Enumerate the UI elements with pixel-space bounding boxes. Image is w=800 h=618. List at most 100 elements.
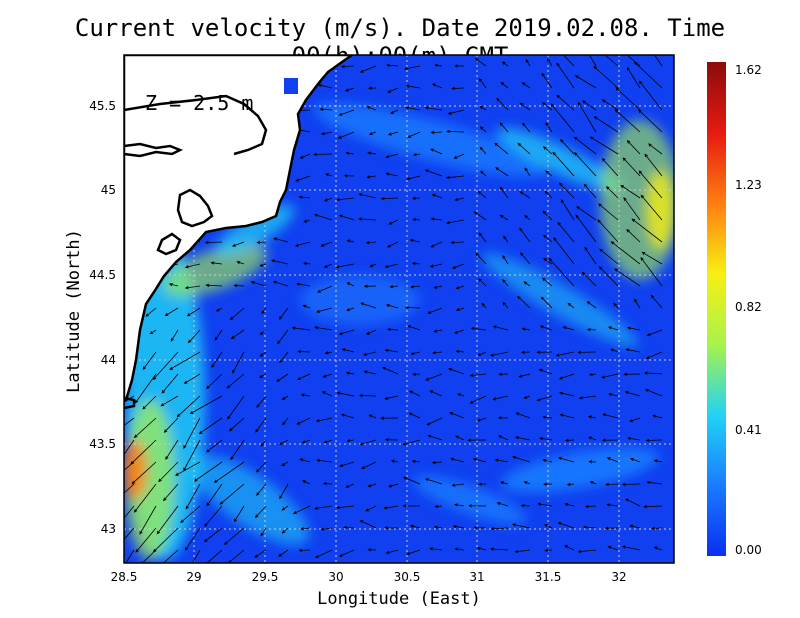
- velocity-arrow: [205, 283, 223, 287]
- velocity-arrow: [625, 348, 641, 353]
- velocity-arrow: [582, 100, 597, 111]
- velocity-arrow: [556, 94, 575, 111]
- velocity-arrow: [455, 435, 465, 441]
- velocity-arrow: [259, 263, 267, 267]
- velocity-arrow: [520, 350, 531, 354]
- velocity-arrow: [384, 395, 399, 400]
- velocity-arrow: [256, 395, 267, 408]
- velocity-arrow: [383, 505, 399, 510]
- velocity-arrow: [489, 547, 509, 551]
- velocity-arrow: [313, 152, 333, 157]
- velocity-arrow: [588, 415, 597, 419]
- velocity-arrow: [593, 65, 619, 89]
- velocity-arrow: [633, 61, 663, 89]
- velocity-arrow: [187, 329, 201, 344]
- velocity-arrow: [390, 459, 399, 463]
- velocity-arrow: [259, 329, 267, 336]
- velocity-arrow: [497, 416, 509, 420]
- velocity-arrow: [133, 483, 157, 513]
- velocity-arrow: [339, 461, 355, 468]
- velocity-arrow: [410, 285, 421, 289]
- velocity-arrow: [281, 527, 289, 534]
- velocity-arrow: [583, 183, 597, 199]
- velocity-arrow: [261, 307, 267, 315]
- velocity-arrow: [434, 63, 443, 68]
- velocity-arrow: [276, 373, 289, 382]
- velocity-arrow: [515, 412, 531, 419]
- velocity-arrow: [405, 84, 421, 89]
- velocity-arrow: [542, 210, 553, 221]
- velocity-arrow: [363, 370, 377, 375]
- velocity-arrow: [277, 329, 289, 345]
- velocity-arrow: [449, 411, 465, 419]
- velocity-arrow: [314, 213, 333, 221]
- plot-area: Z = 2.5 m: [124, 55, 674, 563]
- current-band: [300, 275, 420, 325]
- velocity-arrow: [598, 266, 619, 287]
- velocity-arrow: [452, 263, 465, 269]
- velocity-arrow: [477, 351, 487, 356]
- velocity-arrow: [335, 505, 355, 510]
- velocity-arrow: [409, 390, 421, 397]
- velocity-arrow: [427, 434, 443, 441]
- velocity-arrow: [432, 83, 443, 89]
- velocity-arrow: [638, 109, 663, 133]
- velocity-arrow: [653, 459, 663, 463]
- velocity-arrow: [359, 439, 377, 446]
- velocity-arrow: [363, 284, 377, 288]
- velocity-arrow: [475, 252, 487, 265]
- velocity-arrow: [362, 351, 377, 356]
- velocity-arrow: [205, 439, 223, 453]
- velocity-arrow: [325, 173, 333, 177]
- velocity-arrow: [211, 351, 223, 368]
- velocity-arrow: [555, 351, 575, 357]
- velocity-arrow: [520, 252, 531, 265]
- velocity-arrow: [170, 329, 179, 342]
- velocity-arrow: [558, 373, 575, 380]
- velocity-arrow: [588, 436, 597, 441]
- velocity-arrow: [562, 326, 575, 331]
- velocity-arrow: [514, 436, 531, 441]
- velocity-arrow: [452, 525, 465, 529]
- velocity-arrow: [445, 219, 465, 225]
- velocity-arrow: [490, 527, 509, 531]
- velocity-arrow: [169, 351, 201, 370]
- velocity-arrow: [605, 482, 619, 487]
- velocity-arrow: [455, 349, 465, 354]
- velocity-arrow: [124, 483, 135, 494]
- velocity-arrow: [539, 437, 553, 441]
- velocity-arrow: [451, 483, 465, 487]
- velocity-arrow: [599, 248, 619, 265]
- velocity-arrow: [192, 549, 201, 563]
- velocity-arrow: [367, 151, 377, 155]
- velocity-arrow: [602, 413, 619, 419]
- velocity-arrow: [432, 351, 443, 355]
- velocity-arrow: [652, 414, 663, 419]
- velocity-arrow: [523, 481, 531, 485]
- velocity-arrow: [559, 413, 575, 419]
- y-axis-ticks: 45.5 45 44.5 44 43.5 43: [89, 99, 116, 536]
- velocity-arrow: [557, 456, 575, 463]
- velocity-arrow: [589, 136, 619, 155]
- velocity-arrow: [597, 219, 619, 243]
- velocity-arrow: [231, 241, 245, 247]
- velocity-arrow: [478, 77, 487, 89]
- velocity-arrow: [323, 197, 333, 202]
- velocity-arrow: [481, 302, 487, 309]
- velocity-arrow: [593, 116, 619, 133]
- velocity-arrow: [278, 307, 289, 320]
- velocity-arrow: [553, 237, 575, 265]
- velocity-arrow: [124, 461, 135, 471]
- velocity-arrow: [514, 549, 531, 554]
- velocity-arrow: [360, 302, 377, 309]
- velocity-arrow: [424, 478, 443, 485]
- velocity-arrow: [412, 152, 421, 157]
- velocity-arrow: [601, 99, 619, 111]
- velocity-arrow: [623, 197, 641, 221]
- velocity-arrow: [477, 190, 487, 199]
- velocity-arrow: [479, 146, 487, 155]
- velocity-field: [124, 103, 674, 560]
- velocity-arrow: [404, 106, 421, 111]
- velocity-arrow: [548, 257, 575, 287]
